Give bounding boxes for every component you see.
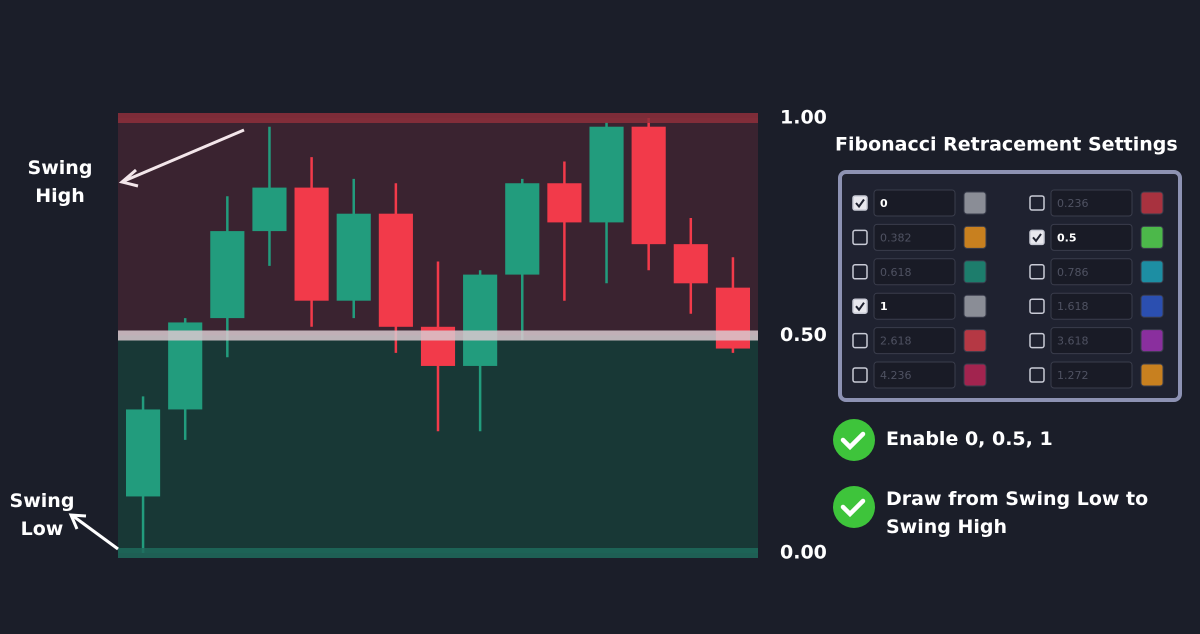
level-input [1050, 327, 1133, 355]
level-value: 3.618 [1057, 335, 1089, 348]
candle-body [336, 213, 371, 301]
candle-body [673, 244, 708, 284]
y-tick-label: 0.00 [780, 542, 827, 564]
candle-body [589, 126, 624, 223]
level-color [1140, 294, 1164, 318]
level-color [1140, 329, 1164, 353]
level-color [1140, 191, 1164, 215]
level-value: 1 [880, 300, 888, 313]
checkbox [1029, 229, 1045, 246]
level-value: 1.618 [1057, 300, 1089, 313]
level-input [1050, 189, 1133, 217]
checkbox [1029, 332, 1045, 349]
candle-body [252, 187, 287, 232]
checklist-item: Enable 0, 0.5, 1 [886, 428, 1053, 450]
level-color [1140, 260, 1164, 284]
y-tick-label: 1.00 [780, 107, 827, 129]
level-input [873, 292, 956, 320]
candle-body [505, 183, 540, 275]
level-color [1140, 225, 1164, 249]
checkbox [852, 229, 868, 246]
checkbox [852, 264, 868, 280]
candle-body [294, 187, 329, 301]
level-input [1050, 361, 1133, 389]
level-value: 4.236 [880, 369, 912, 382]
level-value: 0.618 [880, 266, 912, 279]
level-value: 0 [880, 197, 888, 210]
level-input [873, 223, 956, 251]
candle-body [126, 409, 161, 497]
level-input [1050, 292, 1133, 320]
settings-title: Fibonacci Retracement Settings [835, 134, 1178, 156]
level-line [118, 330, 758, 341]
level-value: 0.382 [880, 231, 912, 244]
candle-body [210, 231, 245, 319]
level-line [118, 548, 758, 558]
level-value: 1.272 [1057, 369, 1089, 382]
swing-low-label: Swing Low [9, 490, 75, 540]
level-color [963, 191, 987, 215]
level-input [1050, 258, 1133, 286]
level-value: 0.236 [1057, 197, 1089, 210]
checkbox [1029, 195, 1045, 211]
candle-body [631, 126, 666, 245]
checklist-item: Draw from Swing Low to Swing High [886, 488, 1149, 538]
level-color [963, 260, 987, 284]
level-value: 0.5 [1057, 231, 1077, 244]
checkbox [852, 332, 868, 349]
candle-body [463, 274, 498, 366]
checkbox [852, 298, 868, 314]
level-line [118, 113, 758, 123]
y-tick-label: 0.50 [780, 324, 827, 346]
level-color [963, 294, 987, 318]
candle-body [547, 183, 582, 223]
level-color [963, 363, 987, 387]
checkmark [855, 302, 865, 312]
checkmark [855, 198, 865, 209]
candle-body [378, 213, 413, 327]
level-input [873, 361, 956, 389]
arrows [68, 128, 245, 551]
check-icon-mark [840, 431, 866, 451]
checkmark [1032, 233, 1042, 243]
check-icon-mark [840, 498, 866, 518]
level-value: 2.618 [880, 335, 912, 348]
level-color [963, 225, 987, 249]
level-color [1140, 363, 1164, 387]
level-color [963, 329, 987, 353]
level-value: 0.786 [1057, 266, 1089, 279]
checkbox [1029, 264, 1045, 280]
checkbox [852, 195, 868, 211]
swing-high-label: Swing High [27, 157, 93, 207]
level-input [873, 258, 956, 286]
level-input [873, 327, 956, 355]
checkbox [1029, 298, 1045, 314]
checkbox [1029, 367, 1045, 383]
level-input [873, 189, 956, 217]
plot [118, 113, 758, 558]
checkbox [852, 367, 868, 383]
level-input [1050, 223, 1133, 251]
